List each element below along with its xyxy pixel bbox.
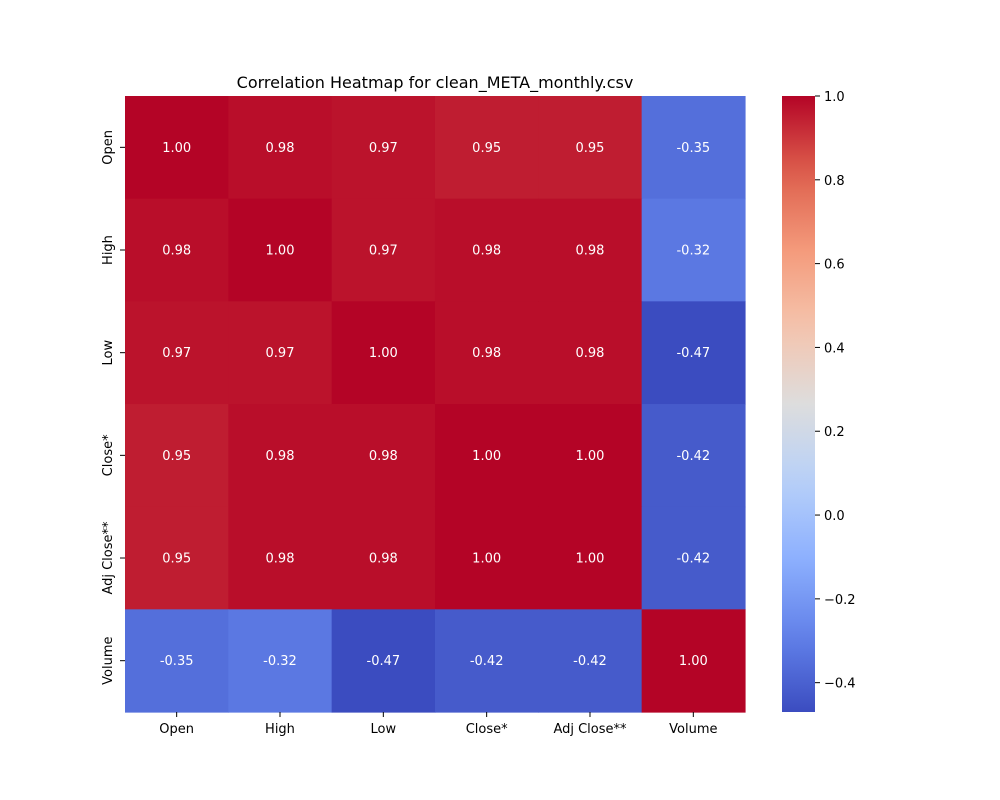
heatmap-cell	[434, 506, 539, 610]
heatmap-cell	[434, 404, 539, 508]
heatmap-cell	[125, 198, 229, 302]
cell-value-label: 0.97	[162, 346, 191, 361]
x-tick-label: Low	[371, 722, 397, 737]
heatmap-cell	[228, 609, 333, 713]
cell-value-label: 0.98	[576, 244, 605, 259]
heatmap-cell	[538, 198, 643, 302]
colorbar-tick-label: 1.0	[824, 90, 845, 105]
y-tick-label: Close*	[101, 434, 116, 476]
cell-value-label: 0.95	[162, 449, 191, 464]
cell-value-label: 1.00	[369, 346, 398, 361]
cell-value-label: 0.95	[162, 552, 191, 567]
cell-value-label: 0.98	[369, 552, 398, 567]
cell-value-label: 0.97	[369, 244, 398, 259]
cell-value-label: -0.47	[676, 346, 710, 361]
cell-value-label: 0.98	[369, 449, 398, 464]
heatmap-cell	[641, 506, 746, 610]
cell-value-label: 0.98	[266, 141, 295, 156]
heatmap-cell	[331, 301, 436, 405]
colorbar-gradient	[782, 96, 815, 712]
heatmap-cell	[228, 198, 333, 302]
cell-value-label: 1.00	[472, 449, 501, 464]
x-axis: Open High Low Close* Adj Close** Volume	[159, 712, 717, 737]
heatmap-cell	[641, 96, 746, 200]
heatmap-cell	[228, 506, 333, 610]
x-tick-label: High	[265, 722, 295, 737]
y-tick-label: Volume	[101, 637, 116, 685]
cell-value-label: 0.98	[472, 346, 501, 361]
heatmap-cell	[228, 96, 333, 200]
heatmap-cell	[538, 506, 643, 610]
cell-value-label: -0.32	[676, 244, 710, 259]
heatmap-cell	[641, 609, 746, 713]
cell-value-label: 0.95	[472, 141, 501, 156]
heatmap-cell	[228, 404, 333, 508]
heatmap-cells: 1.00 0.98 0.97 0.95 0.95 -0.35 0.98 1.00 0.97 0.9…	[125, 96, 746, 713]
x-tick-label: Open	[159, 722, 194, 737]
heatmap-cell	[538, 609, 643, 713]
cell-value-label: 0.98	[162, 244, 191, 259]
x-tick-label: Close*	[466, 722, 508, 737]
y-tick-label: Open	[101, 130, 116, 165]
x-tick-label: Adj Close**	[553, 722, 627, 737]
heatmap-cell	[125, 301, 229, 405]
cell-value-label: 0.97	[266, 346, 295, 361]
cell-value-label: -0.42	[676, 449, 710, 464]
colorbar-tick-label: −0.2	[824, 593, 856, 608]
heatmap-cell	[641, 404, 746, 508]
heatmap-cell	[538, 404, 643, 508]
y-tick-label: Adj Close**	[101, 521, 116, 595]
heatmap-cell	[125, 404, 229, 508]
heatmap-cell	[125, 609, 229, 713]
heatmap-cell	[125, 96, 229, 200]
cell-value-label: -0.42	[676, 552, 710, 567]
heatmap-cell	[434, 609, 539, 713]
cell-value-label: 0.97	[369, 141, 398, 156]
cell-value-label: -0.42	[470, 654, 504, 669]
y-tick-label: Low	[101, 340, 116, 366]
cell-value-label: 0.98	[472, 244, 501, 259]
colorbar-tick-label: 0.2	[824, 425, 845, 440]
heatmap-cell	[538, 96, 643, 200]
colorbar-tick-label: 0.8	[824, 174, 845, 189]
heatmap-cell	[331, 96, 436, 200]
colorbar-tick-label: −0.4	[824, 677, 856, 692]
y-axis: Open High Low Close* Adj Close** Volume	[101, 130, 125, 685]
cell-value-label: 1.00	[266, 244, 295, 259]
cell-value-label: -0.42	[573, 654, 607, 669]
cell-value-label: 0.98	[576, 346, 605, 361]
colorbar-tick-label: 0.0	[824, 509, 845, 524]
chart-title: Correlation Heatmap for clean_META_month…	[237, 73, 634, 93]
heatmap-cell	[641, 301, 746, 405]
heatmap-cell	[434, 301, 539, 405]
heatmap-cell	[331, 609, 436, 713]
heatmap-cell	[331, 404, 436, 508]
heatmap-cell	[641, 198, 746, 302]
cell-value-label: -0.47	[367, 654, 401, 669]
heatmap-cell	[434, 198, 539, 302]
heatmap-cell	[331, 198, 436, 302]
cell-value-label: 0.95	[576, 141, 605, 156]
heatmap-cell	[538, 301, 643, 405]
colorbar-tick-label: 0.4	[824, 341, 845, 356]
cell-value-label: 1.00	[576, 449, 605, 464]
cell-value-label: -0.35	[676, 141, 710, 156]
colorbar: 1.0 0.8 0.6 0.4 0.2 0.0 −0.2 −0.4	[782, 90, 856, 712]
heatmap-cell	[228, 301, 333, 405]
cell-value-label: 0.98	[266, 552, 295, 567]
heatmap-cell	[331, 506, 436, 610]
cell-value-label: 1.00	[472, 552, 501, 567]
cell-value-label: 1.00	[576, 552, 605, 567]
y-tick-label: High	[101, 235, 116, 265]
heatmap-cell	[125, 506, 229, 610]
cell-value-label: 1.00	[679, 654, 708, 669]
colorbar-tick-label: 0.6	[824, 258, 845, 273]
cell-value-label: -0.35	[160, 654, 194, 669]
cell-value-label: -0.32	[263, 654, 297, 669]
cell-value-label: 0.98	[266, 449, 295, 464]
heatmap-cell	[434, 96, 539, 200]
cell-value-label: 1.00	[162, 141, 191, 156]
x-tick-label: Volume	[669, 722, 717, 737]
